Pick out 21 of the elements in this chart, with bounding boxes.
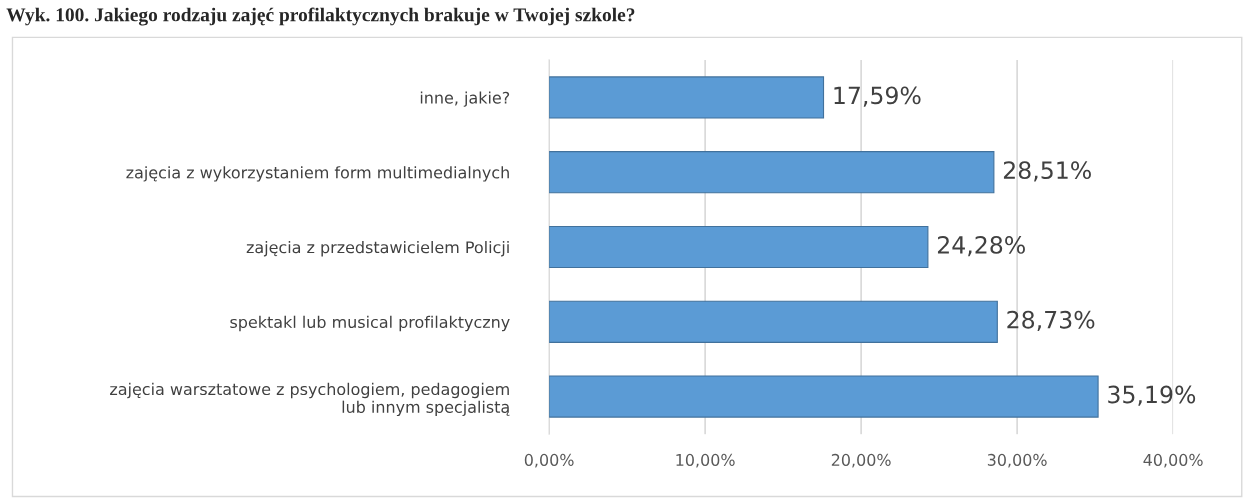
bar <box>549 225 929 269</box>
data-label: 28,51% <box>1003 161 1091 182</box>
text: Wyk. 100. Jakiego rodzaju zajęć profilaktycznych brakuje w Twojej szkole? <box>6 7 635 26</box>
x-tick-label: 20,00% <box>831 453 891 468</box>
y-tick-label: zajęcia warsztatowe z psychologiem, pedagogiem lub innym specjalistą <box>110 382 510 417</box>
x-tick-label: 10,00% <box>676 453 735 468</box>
x-tick-label: 0,00% <box>524 453 574 468</box>
bar <box>549 300 998 343</box>
bar <box>549 76 825 119</box>
bar <box>549 151 995 194</box>
data-label: 35,19% <box>1108 385 1196 406</box>
x-tick-label: 30,00% <box>987 453 1047 468</box>
y-tick-label: zajęcia z przedstawicielem Policji <box>246 240 509 257</box>
data-label: 24,28% <box>937 236 1025 257</box>
data-label: 28,73% <box>1007 310 1095 332</box>
y-tick-label: inne, jakie? <box>420 91 510 107</box>
bar <box>549 375 1099 418</box>
y-tick-label: zajęcia z wykorzystaniem form multimedialnych <box>126 166 509 182</box>
y-tick-label: spektakl lub musical profilaktyczny <box>230 315 510 332</box>
x-tick-label: 40,00% <box>1143 453 1203 468</box>
data-label: 17,59% <box>834 86 921 107</box>
